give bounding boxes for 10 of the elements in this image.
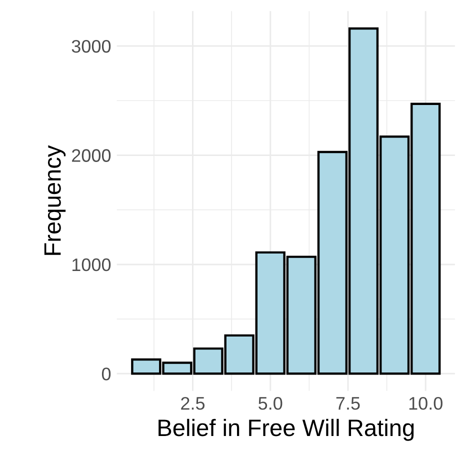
- x-tick-label: 7.5: [336, 397, 360, 410]
- y-tick-label: 1000: [72, 258, 111, 272]
- x-tick-label: 2.5: [181, 396, 205, 410]
- x-axis-title: Belief in Free Will Rating: [158, 418, 414, 441]
- y-axis-title: Frequency: [44, 145, 66, 255]
- y-tick-label: 3000: [72, 40, 111, 53]
- y-tick-label: 0: [102, 368, 111, 380]
- x-tick-label: 10.0: [409, 396, 442, 410]
- y-tick-label: 2000: [72, 149, 111, 162]
- x-tick-label: 5.0: [258, 396, 282, 410]
